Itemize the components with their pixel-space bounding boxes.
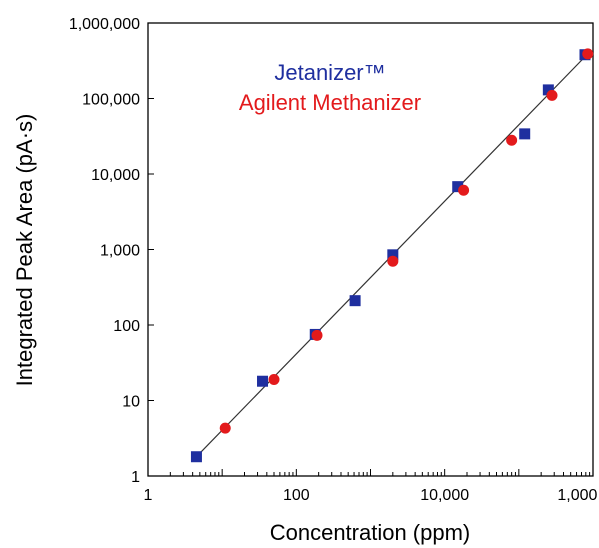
y-tick-label: 100,000 (82, 92, 140, 109)
jetanizer-point (257, 375, 269, 387)
x-tick-label: 100 (283, 487, 310, 504)
methanizer-point (458, 184, 470, 196)
legend-agilent-methanizer: Agilent Methanizer (239, 90, 421, 115)
methanizer-point (546, 89, 558, 101)
data-markers (190, 48, 594, 463)
methanizer-point (311, 329, 323, 341)
jetanizer-point (190, 451, 202, 463)
y-tick-label: 1,000,000 (69, 16, 140, 33)
x-tick-label: 1,000,000 (557, 487, 599, 504)
tick-labels: 1 100 10,000 1,000,000 1 10 100 1,000 10,000 100,… (69, 16, 599, 504)
y-axis-title: Integrated Peak Area (pA·s) (12, 114, 37, 387)
jetanizer-point (387, 249, 399, 261)
methanizer-point (387, 255, 399, 267)
jetanizer-point (542, 84, 554, 96)
y-tick-label: 1 (131, 469, 140, 486)
jetanizer-point (519, 128, 531, 140)
methanizer-point (582, 48, 594, 60)
methanizer-point (219, 422, 231, 434)
methanizer-point (506, 134, 518, 146)
methanizer-point (268, 373, 280, 385)
x-tick-label: 1 (144, 487, 153, 504)
y-tick-label: 100 (113, 318, 140, 335)
x-axis-title: Concentration (ppm) (270, 520, 471, 545)
y-tick-label: 10 (122, 394, 140, 411)
x-tick-label: 10,000 (420, 487, 469, 504)
jetanizer-point (452, 181, 464, 193)
axis-ticks (147, 22, 594, 477)
y-tick-label: 1,000 (100, 243, 140, 260)
legend-jetanizer: Jetanizer™ (274, 60, 385, 85)
y-tick-label: 10,000 (91, 167, 140, 184)
jetanizer-point (349, 295, 361, 307)
